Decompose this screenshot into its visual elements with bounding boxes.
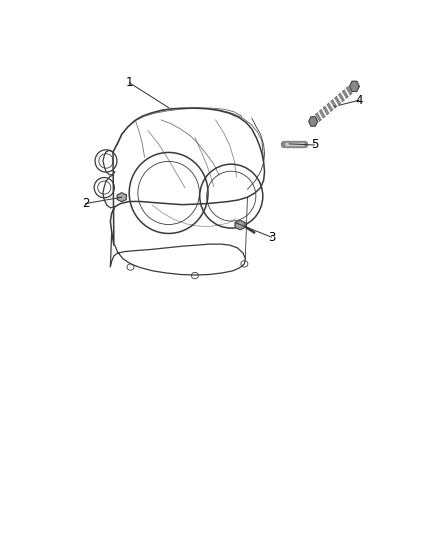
Text: 5: 5 — [311, 139, 318, 151]
Text: 1: 1 — [125, 76, 133, 89]
Polygon shape — [309, 117, 318, 126]
Polygon shape — [235, 220, 245, 230]
Text: 4: 4 — [355, 94, 363, 107]
Text: 2: 2 — [81, 197, 89, 210]
Polygon shape — [117, 193, 126, 201]
Polygon shape — [350, 81, 359, 92]
Text: 3: 3 — [268, 231, 275, 244]
